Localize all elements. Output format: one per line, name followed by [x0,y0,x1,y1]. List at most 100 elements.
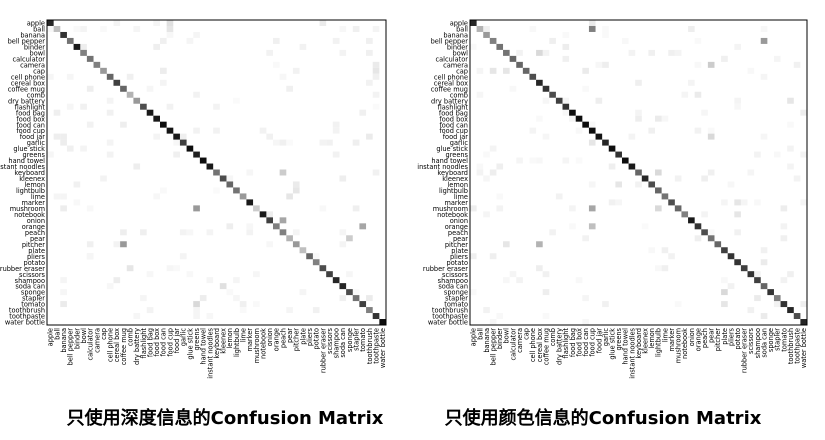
depth-diagonal-cell [379,319,386,325]
depth-off-diagonal-cell [372,73,380,80]
depth-off-diagonal-cell [193,205,200,212]
depth-background-cell [146,85,154,92]
color-diagonal-cell [773,295,781,302]
depth-background-cell [206,313,214,320]
color-row-label: garlic [450,139,469,147]
color-off-diagonal-cell [503,67,510,74]
depth-row-label: shampoo [15,277,45,285]
depth-row-label: apple [27,20,45,28]
color-background-cell [648,247,656,254]
color-background-cell [648,49,656,56]
depth-column-label: soda can [339,328,347,358]
depth-background-cell [372,25,380,32]
depth-off-diagonal-cell [166,103,174,110]
color-row-label: marker [444,199,468,207]
color-diagonal-cell [648,181,656,188]
depth-background-cell [326,139,333,146]
depth-background-cell [140,229,147,236]
depth-background-cell [166,265,174,272]
color-background-cell [496,163,504,170]
color-column-label: pliers [727,327,735,346]
color-background-cell [503,277,510,284]
depth-column-label: hand towel [200,328,208,365]
depth-background-cell [179,253,187,260]
color-row-label: food jar [443,133,469,141]
depth-row-label: toothpaste [9,313,45,321]
depth-diagonal-cell [332,277,340,284]
color-background-cell [668,253,675,260]
color-background-cell [787,163,794,170]
depth-background-cell [106,139,114,146]
depth-row-label: flashlight [15,103,46,111]
depth-background-cell [153,193,160,200]
color-diagonal-cell [496,43,504,50]
depth-diagonal-cell [153,115,160,122]
color-column-label: shampoo [754,328,762,358]
color-diagonal-cell [628,163,636,170]
color-row-label: scissors [442,271,469,279]
depth-background-cell [193,307,200,314]
depth-column-label: tomato [359,328,367,352]
color-background-cell [787,271,794,278]
depth-background-cell [339,295,347,302]
color-background-cell [661,247,669,254]
color-row-label: water bottle [428,319,468,327]
color-background-cell [747,307,755,314]
depth-background-cell [120,121,127,128]
color-column-label: calculator [509,328,517,361]
depth-diagonal-cell [47,20,54,26]
color-column-label: soda can [760,328,768,358]
depth-off-diagonal-cell [366,133,373,140]
depth-diagonal-cell [306,253,313,260]
color-row-label: notebook [437,211,468,219]
color-row-label: lightbulb [439,187,468,195]
color-background-cell [542,97,550,104]
depth-background-cell [339,175,347,182]
color-diagonal-cell [529,73,537,80]
color-row-label: food cup [439,127,468,135]
color-off-diagonal-cell [655,205,662,212]
color-row-label: coffee mug [431,85,468,93]
color-background-cell [727,283,735,290]
depth-background-cell [60,277,67,284]
depth-row-label: comb [27,91,45,99]
color-column-label: hand towel [622,328,630,365]
depth-background-cell [173,139,180,146]
depth-background-cell [286,85,293,92]
color-background-cell [701,175,708,182]
color-row-label: food can [439,121,468,129]
color-off-diagonal-cell [588,139,596,146]
depth-diagonal-cell [326,271,333,278]
color-background-cell [582,295,589,302]
color-column-label: toothpaste [793,328,801,364]
color-background-cell [509,271,517,278]
depth-background-cell [339,229,347,236]
color-background-cell [734,97,741,104]
color-background-cell [760,73,768,80]
depth-row-label: food box [16,115,45,123]
color-diagonal-cell [522,67,530,74]
color-background-cell [516,49,523,56]
depth-background-cell [319,139,327,146]
color-row-label: apple [450,20,468,28]
color-background-cell [780,223,788,230]
color-column-label: onion [688,328,696,346]
color-column-label: cap [523,328,531,340]
color-row-label: shampoo [438,277,468,285]
color-background-cell [529,157,537,164]
depth-background-cell [179,133,187,140]
color-row-label: comb [450,91,468,99]
color-off-diagonal-cell [721,289,728,296]
color-row-label: kleenex [442,175,468,183]
color-row-label: cereal box [434,79,468,87]
color-off-diagonal-cell [536,49,543,56]
color-column-label: kleenex [642,328,650,354]
color-column-label: ball [476,328,484,340]
color-row-label: toothbrush [432,307,468,315]
depth-column-label: glue stick [186,328,194,360]
color-column-label: camera [516,328,524,353]
depth-background-cell [332,127,340,134]
color-background-cell [727,181,735,188]
color-diagonal-cell [721,247,728,254]
